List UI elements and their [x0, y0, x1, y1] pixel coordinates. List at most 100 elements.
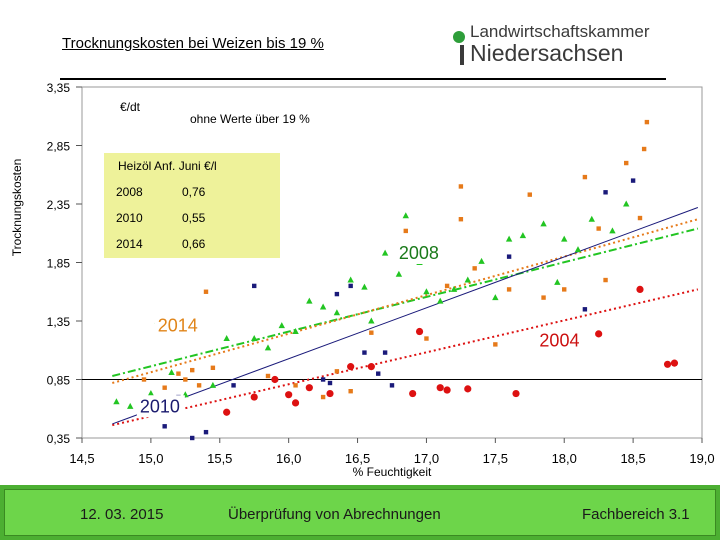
- point-2004: [285, 391, 293, 399]
- x-tick-label: 17,0: [414, 451, 439, 466]
- point-2008: [464, 276, 471, 283]
- point-2008: [561, 235, 568, 242]
- point-2008: [278, 322, 285, 329]
- point-2004: [409, 389, 417, 398]
- point-2014: [493, 342, 498, 347]
- point-2014: [527, 192, 532, 197]
- y-tick-label: 3,35: [47, 81, 71, 95]
- y-tick-label: 2,35: [47, 198, 71, 212]
- point-2008: [540, 220, 547, 227]
- price-table-header: Heizöl Anf. Juni €/l: [118, 159, 217, 173]
- point-2010: [162, 424, 167, 429]
- point-2008: [168, 368, 175, 375]
- point-2004: [636, 285, 644, 294]
- point-2010: [376, 371, 381, 376]
- point-2004: [271, 375, 279, 384]
- trend-line-2014: [112, 218, 699, 384]
- note-label: ohne Werte über 19 %: [190, 112, 310, 126]
- point-2008: [264, 344, 272, 351]
- point-2014: [624, 160, 629, 166]
- trend-line-2008: [112, 227, 699, 377]
- point-2004: [291, 399, 300, 407]
- x-axis-label: % Feuchtigkeit: [353, 465, 432, 479]
- axis-ticks: 3,35 2,85 2,35 1,85 1,35 0,85 0,35 14,5 15,0 15,5…: [47, 81, 715, 466]
- point-2008: [623, 200, 630, 207]
- price-table-year: 2010: [116, 211, 143, 225]
- x-tick-label: 16,0: [276, 451, 301, 466]
- annotation-bg: [136, 395, 185, 418]
- point-2014: [444, 283, 450, 289]
- point-2010: [348, 283, 353, 289]
- point-2014: [644, 119, 650, 125]
- trend-lines: [112, 207, 699, 427]
- point-2014: [458, 217, 464, 222]
- annotation-2008: 2008: [399, 243, 439, 263]
- y-tick-label: 2,85: [47, 140, 71, 154]
- point-2014: [183, 377, 188, 382]
- chart-title: Trocknungskosten bei Weizen bis 19 %: [62, 35, 324, 52]
- annotation-2004: 2004: [539, 331, 579, 351]
- x-tick-label: 17,5: [483, 451, 508, 466]
- point-2008: [423, 288, 430, 295]
- unit-label: €/dt: [120, 100, 141, 114]
- annotation-2010: 2010: [140, 396, 180, 416]
- logo-line1: Landwirtschaftskammer: [470, 22, 650, 41]
- point-2004: [367, 363, 375, 371]
- point-2010: [231, 383, 236, 388]
- x-tick-label: 15,0: [138, 451, 163, 466]
- point-2014: [293, 383, 298, 388]
- point-2014: [196, 383, 202, 388]
- point-2008: [292, 328, 299, 335]
- point-2010: [252, 283, 257, 289]
- point-2014: [369, 330, 374, 335]
- price-table-price: 0,76: [182, 185, 206, 199]
- annotation-bg: [154, 314, 203, 337]
- point-2008: [609, 227, 616, 234]
- point-2008: [319, 303, 327, 310]
- point-2004: [512, 389, 520, 398]
- logo-mark-icon: [453, 31, 465, 65]
- point-2014: [424, 336, 429, 341]
- point-2010: [630, 178, 636, 183]
- point-2014: [637, 215, 643, 221]
- point-2014: [541, 295, 546, 300]
- point-2004: [326, 389, 334, 398]
- point-2014: [334, 369, 340, 374]
- point-2008: [147, 390, 155, 397]
- annotation-bg: [536, 329, 585, 352]
- point-2014: [210, 365, 216, 370]
- y-tick-label: 1,85: [47, 257, 71, 271]
- point-2014: [506, 287, 512, 292]
- price-table-price: 0,66: [182, 237, 206, 251]
- point-2004: [595, 330, 603, 338]
- x-tick-label: 16,5: [345, 451, 370, 466]
- point-2004: [464, 385, 472, 393]
- point-2008: [505, 235, 513, 242]
- point-2014: [320, 394, 326, 400]
- point-2004: [443, 386, 451, 394]
- footer-center-text: Überprüfung von Abrechnungen: [228, 506, 441, 523]
- point-2014: [162, 385, 167, 390]
- point-2004: [223, 408, 231, 416]
- point-2008: [251, 335, 258, 342]
- point-2010: [203, 429, 209, 435]
- point-2008: [381, 249, 389, 256]
- point-2014: [641, 146, 647, 152]
- point-2008: [588, 215, 595, 222]
- point-2004: [250, 393, 258, 401]
- logo-line2: Niedersachsen: [470, 40, 624, 66]
- x-tick-label: 18,5: [620, 451, 645, 466]
- point-2004: [663, 360, 672, 368]
- point-2008: [209, 381, 217, 388]
- point-2014: [403, 228, 408, 234]
- point-2008: [402, 212, 409, 219]
- price-table-year: 2008: [116, 185, 143, 199]
- y-tick-label: 1,35: [47, 315, 71, 329]
- point-2008: [519, 232, 527, 239]
- footer-right-text: Fachbereich 3.1: [582, 506, 690, 523]
- scatter-chart: 3,35 2,85 2,35 1,85 1,35 0,85 0,35 14,5 15,0 15,5…: [10, 81, 715, 479]
- point-2010: [320, 377, 326, 382]
- point-2010: [334, 291, 340, 297]
- footer-bar: [0, 485, 720, 540]
- price-table-box: [104, 153, 280, 258]
